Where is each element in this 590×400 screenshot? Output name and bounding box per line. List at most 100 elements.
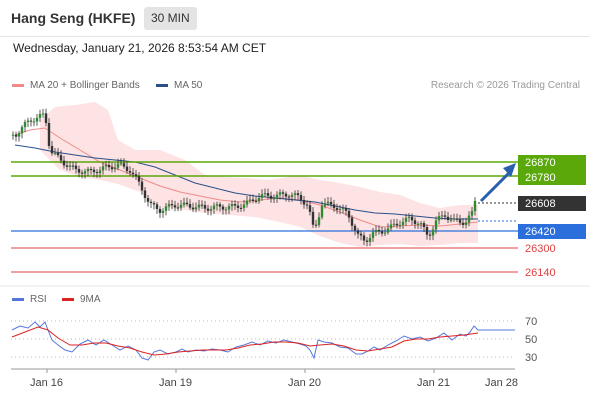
candle-body — [17, 133, 21, 137]
candle-body — [236, 205, 240, 208]
candle-body — [104, 165, 108, 167]
candle-body — [185, 202, 189, 205]
candle-body — [149, 201, 153, 204]
candle-body — [332, 204, 336, 209]
candle-body — [407, 216, 411, 218]
candle-body — [74, 165, 78, 169]
candle-body — [113, 167, 117, 170]
candle-body — [119, 163, 123, 165]
candle-body — [62, 160, 66, 166]
candle-body — [350, 217, 354, 226]
candle-body — [368, 237, 372, 242]
period-badge[interactable]: 30 MIN — [144, 7, 197, 30]
candle-body — [143, 190, 147, 198]
candle-body — [416, 223, 420, 225]
level-box-26608 — [518, 196, 586, 211]
candle-body — [155, 204, 159, 209]
timestamp: Wednesday, January 21, 2026 8:53:54 AM C… — [13, 41, 267, 55]
candle-body — [347, 210, 351, 218]
candle-body — [248, 199, 252, 201]
candle-body — [299, 195, 303, 200]
candle-body — [473, 200, 477, 212]
level-label-26300: 26300 — [525, 243, 556, 255]
level-label-26870: 26870 — [525, 157, 556, 169]
candle-body — [56, 152, 60, 156]
candle-body — [20, 127, 24, 134]
candle-body — [335, 208, 339, 210]
candle-body — [212, 205, 216, 210]
candle-body — [461, 222, 465, 225]
candle-body — [140, 181, 144, 191]
candle-body — [110, 167, 114, 170]
candle-body — [128, 171, 132, 173]
candle-body — [455, 218, 459, 220]
candle-body — [179, 204, 183, 208]
candle-body — [65, 165, 69, 167]
candle-body — [176, 207, 180, 209]
candle-body — [287, 196, 291, 198]
candle-body — [50, 145, 54, 154]
candle-body — [86, 168, 90, 172]
x-tick-jan21: Jan 21 — [417, 377, 450, 389]
candle-body — [44, 113, 48, 123]
candle-body — [380, 231, 384, 234]
candle-body — [170, 204, 174, 206]
candlesticks — [11, 108, 477, 247]
candle-body — [233, 204, 237, 206]
candle-body — [452, 218, 456, 220]
candle-body — [329, 201, 333, 205]
candle-body — [290, 194, 294, 197]
candle-body — [428, 234, 432, 236]
candle-body — [32, 121, 36, 123]
candle-body — [245, 200, 249, 205]
candle-body — [173, 205, 177, 208]
candle-body — [401, 221, 405, 225]
candle-body — [26, 120, 30, 123]
candle-body — [227, 206, 231, 210]
rsi-ma-swatch — [62, 297, 74, 301]
candle-body — [125, 166, 129, 172]
trend-arrow — [479, 168, 514, 203]
candle-body — [413, 220, 417, 224]
candle-body — [239, 207, 243, 209]
candle-body — [230, 204, 234, 207]
candle-body — [317, 217, 321, 226]
candle-body — [35, 117, 39, 122]
candle-body — [434, 220, 438, 230]
candle-body — [470, 211, 474, 216]
level-label-26780: 26780 — [525, 172, 556, 184]
candle-body — [251, 199, 255, 201]
rsi-line — [11, 321, 515, 361]
candle-body — [224, 209, 228, 211]
candle-body — [356, 230, 360, 234]
candle-body — [269, 195, 273, 199]
chart-header: Hang Seng (HKFE) 30 MIN — [0, 0, 590, 36]
candle-body — [71, 165, 75, 167]
candle-body — [218, 204, 222, 207]
candle-body — [338, 208, 342, 210]
candle-body — [14, 134, 18, 137]
x-tick-jan19: Jan 19 — [159, 377, 192, 389]
candle-body — [92, 169, 96, 173]
candle-body — [80, 172, 84, 174]
x-tick-jan20: Jan 20 — [288, 377, 321, 389]
candle-body — [395, 223, 399, 226]
candle-body — [98, 170, 102, 174]
candle-body — [29, 120, 33, 122]
candle-body — [440, 215, 444, 217]
candle-body — [254, 200, 258, 202]
candle-body — [266, 193, 270, 196]
candle-body — [341, 208, 345, 210]
candle-body — [83, 171, 87, 174]
candle-body — [374, 230, 378, 233]
candle-body — [320, 206, 324, 218]
candle-body — [134, 174, 138, 177]
candle-body — [284, 193, 288, 197]
candle-body — [359, 233, 363, 236]
candle-body — [326, 201, 330, 204]
candle-body — [296, 193, 300, 196]
candle-body — [41, 113, 45, 115]
candle-body — [383, 232, 387, 234]
candle-body — [95, 172, 99, 174]
candle-body — [263, 193, 267, 195]
